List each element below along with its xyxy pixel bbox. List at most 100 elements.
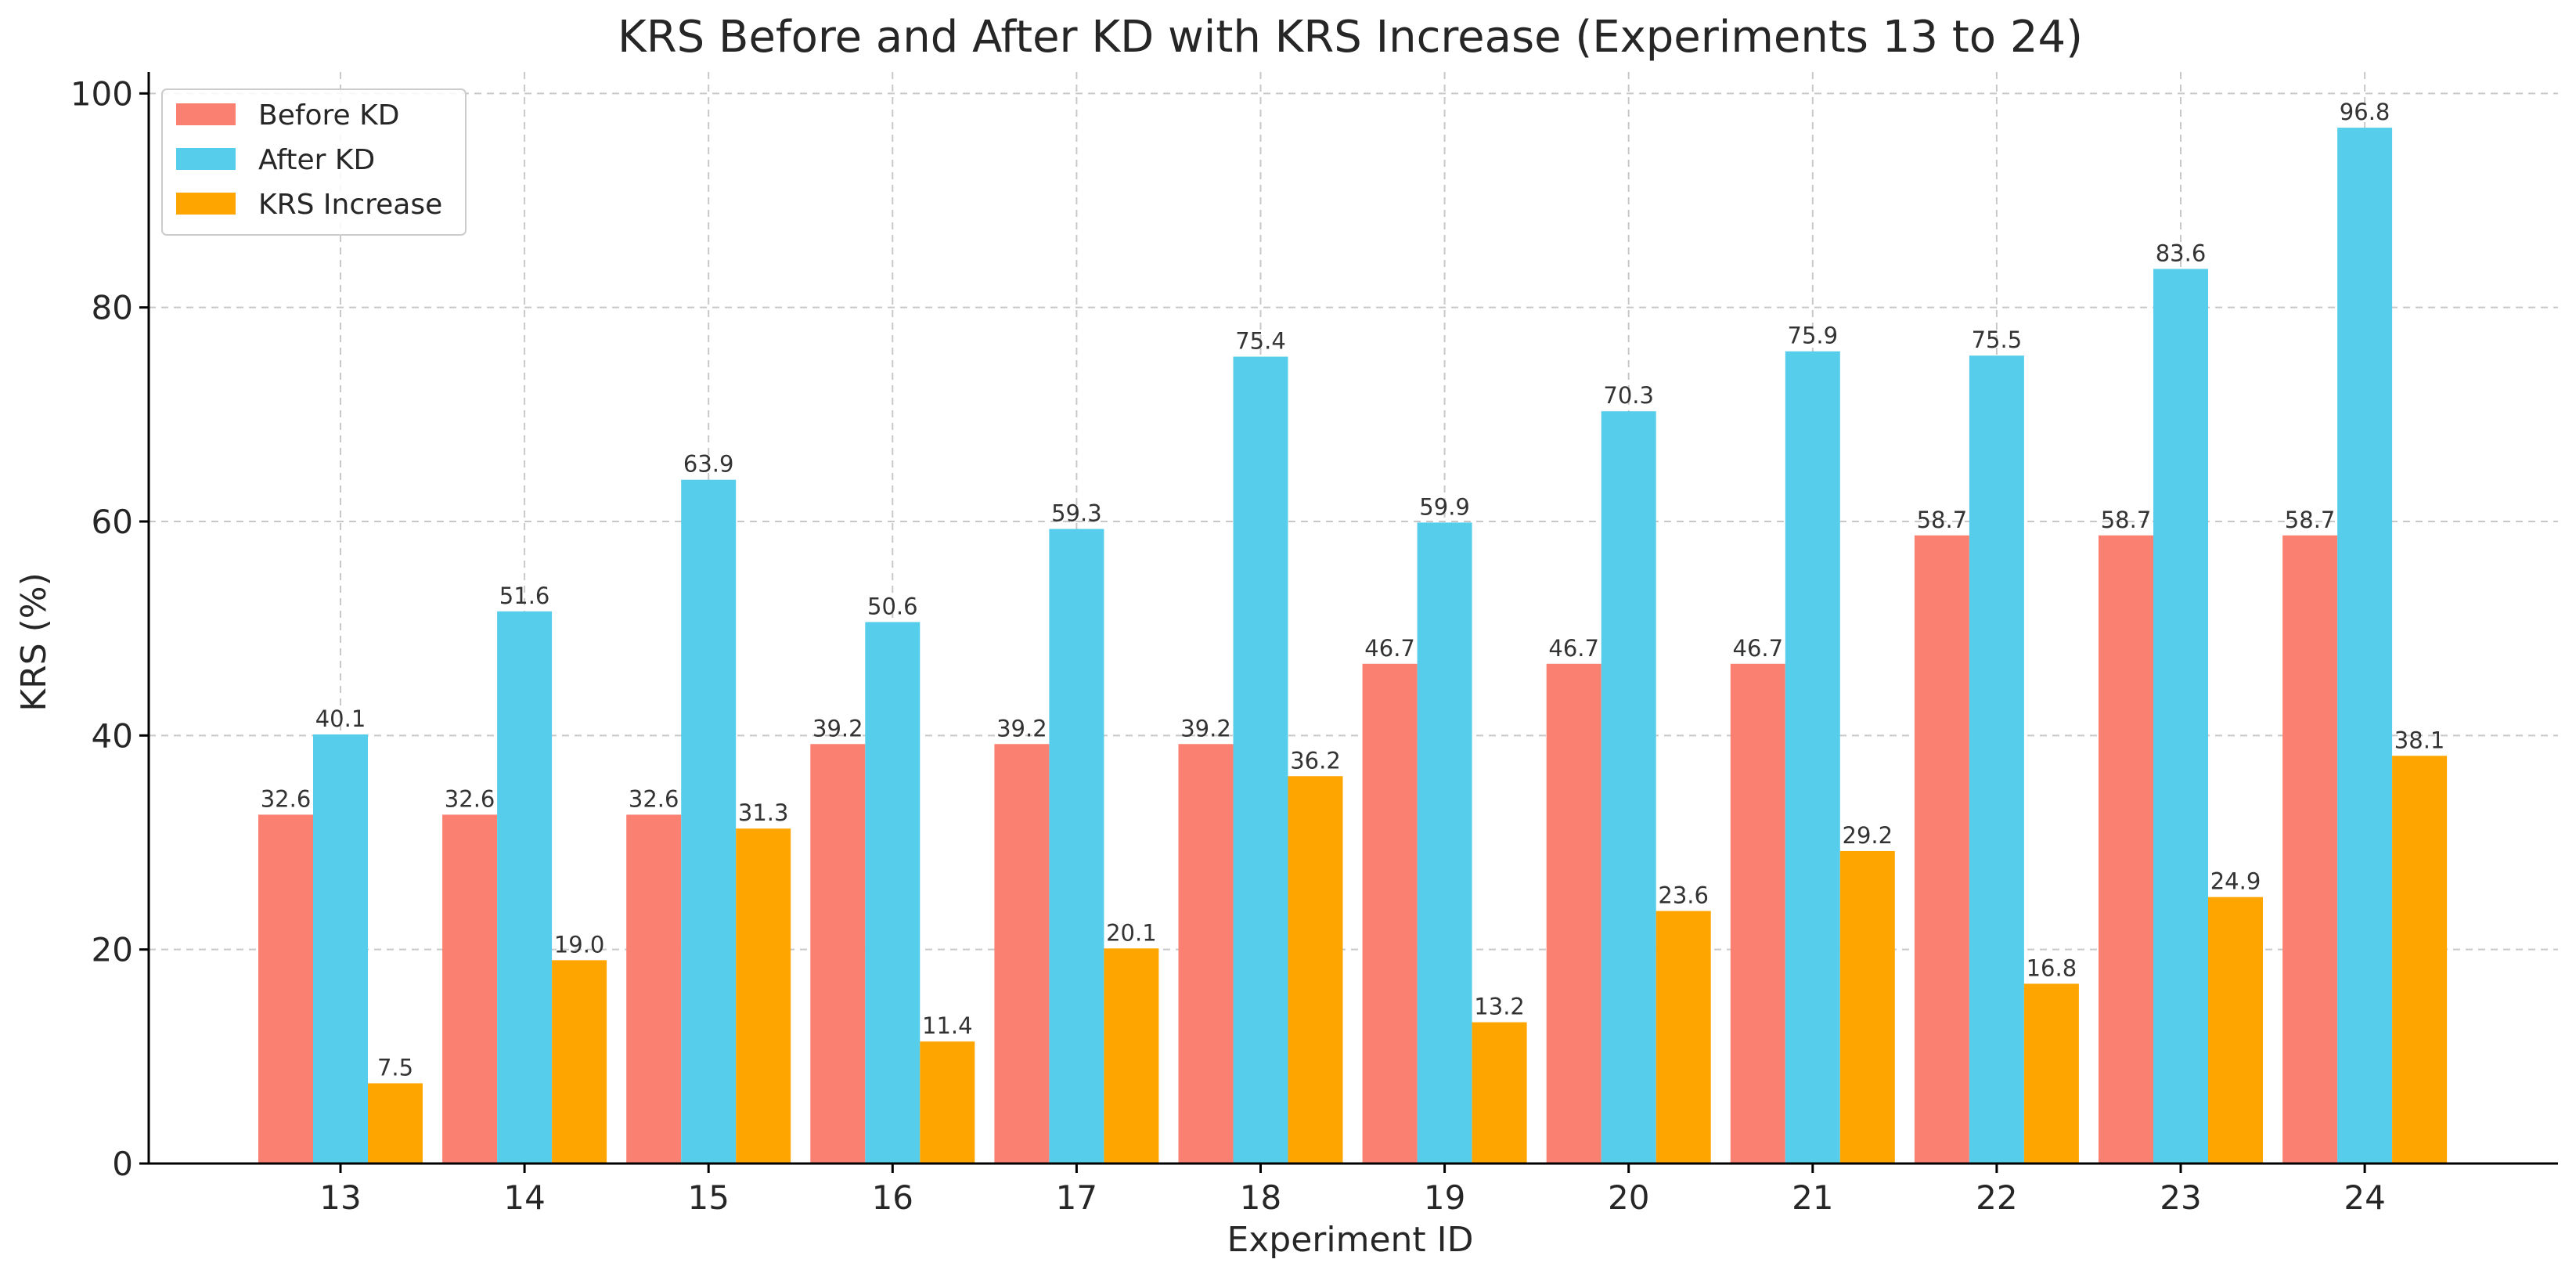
data-label-krs-increase: 19.0 xyxy=(554,931,605,958)
y-tick-label: 40 xyxy=(92,716,133,755)
data-label-krs-increase: 11.4 xyxy=(922,1012,973,1039)
bar-after-kd xyxy=(497,611,553,1164)
data-label-after-kd: 63.9 xyxy=(683,451,734,478)
data-label-before-kd: 58.7 xyxy=(2101,507,2152,533)
data-label-before-kd: 39.2 xyxy=(996,715,1047,741)
bar-after-kd xyxy=(1233,356,1288,1164)
data-label-after-kd: 59.3 xyxy=(1051,500,1102,527)
bar-krs-increase xyxy=(1839,850,1895,1164)
data-label-after-kd: 40.1 xyxy=(315,705,366,732)
x-tick-label: 16 xyxy=(872,1178,913,1217)
bar-before-kd xyxy=(2099,535,2153,1164)
x-tick-label: 18 xyxy=(1240,1178,1281,1217)
data-label-before-kd: 32.6 xyxy=(629,785,679,812)
legend-items: Before KD After KD KRS Increase xyxy=(176,99,442,221)
y-axis-label: KRS (%) xyxy=(14,572,54,711)
data-label-before-kd: 39.2 xyxy=(1180,715,1231,741)
bar-before-kd xyxy=(1914,535,1969,1164)
bar-after-kd xyxy=(313,734,368,1164)
data-label-after-kd: 50.6 xyxy=(867,593,918,619)
data-label-before-kd: 46.7 xyxy=(1733,635,1784,662)
tick-labels: 0 20 40 60 80 100 13 14 15 16 17 18 19 20 21 22 23 24 xyxy=(70,74,2386,1217)
legend-label-krs-increase: KRS Increase xyxy=(258,189,442,221)
bar-before-kd xyxy=(626,814,682,1164)
bar-before-kd xyxy=(258,814,313,1164)
bar-after-kd xyxy=(1601,411,1656,1164)
x-tick-label: 24 xyxy=(2344,1178,2385,1217)
y-tick-label: 0 xyxy=(112,1145,133,1183)
bar-krs-increase xyxy=(1104,948,1159,1164)
bar-after-kd xyxy=(2153,269,2208,1164)
x-axis-label: Experiment ID xyxy=(1227,1220,1473,1260)
data-label-before-kd: 32.6 xyxy=(261,785,312,812)
bar-after-kd xyxy=(1969,355,2024,1164)
bar-krs-increase xyxy=(1288,776,1343,1164)
bar-after-kd xyxy=(2337,128,2393,1164)
bar-after-kd xyxy=(1785,351,1840,1164)
bar-krs-increase xyxy=(368,1083,423,1164)
y-tick-label: 100 xyxy=(70,74,133,113)
data-label-krs-increase: 29.2 xyxy=(1843,822,1893,849)
x-tick-label: 19 xyxy=(1424,1178,1465,1217)
legend-swatch-after-kd xyxy=(176,148,236,170)
bar-krs-increase xyxy=(2392,756,2448,1164)
data-label-krs-increase: 31.3 xyxy=(738,799,789,826)
data-label-after-kd: 75.4 xyxy=(1235,328,1286,355)
data-label-before-kd: 58.7 xyxy=(1917,507,1968,533)
y-tick-label: 60 xyxy=(92,503,133,541)
bar-krs-increase xyxy=(2208,897,2263,1164)
axes xyxy=(139,72,2558,1173)
data-label-after-kd: 70.3 xyxy=(1603,382,1654,409)
legend-label-before-kd: Before KD xyxy=(258,99,399,132)
y-tick-label: 80 xyxy=(92,289,133,327)
x-tick-label: 14 xyxy=(503,1178,545,1217)
data-label-before-kd: 46.7 xyxy=(1364,635,1415,662)
y-tick-label: 20 xyxy=(92,931,133,969)
data-label-after-kd: 96.8 xyxy=(2340,99,2390,125)
x-tick-label: 23 xyxy=(2160,1178,2201,1217)
legend-frame xyxy=(161,88,467,236)
x-tick-label: 22 xyxy=(1976,1178,2017,1217)
bar-after-kd xyxy=(1417,522,1472,1164)
data-label-krs-increase: 23.6 xyxy=(1658,882,1709,908)
data-label-after-kd: 51.6 xyxy=(499,583,550,609)
legend-swatch-before-kd xyxy=(176,103,236,125)
bar-before-kd xyxy=(1546,663,1601,1164)
bar-before-kd xyxy=(2282,535,2338,1164)
data-label-krs-increase: 38.1 xyxy=(2394,727,2445,753)
data-label-after-kd: 83.6 xyxy=(2156,240,2207,266)
data-label-before-kd: 39.2 xyxy=(812,715,863,741)
bar-after-kd xyxy=(865,622,921,1164)
bar-krs-increase xyxy=(920,1041,975,1164)
bar-krs-increase xyxy=(552,960,607,1164)
x-tick-label: 21 xyxy=(1792,1178,1833,1217)
legend: Before KD After KD KRS Increase xyxy=(161,88,467,236)
bar-krs-increase xyxy=(2023,983,2079,1164)
bar-before-kd xyxy=(994,744,1050,1164)
bar-before-kd xyxy=(442,814,498,1164)
bar-before-kd xyxy=(1178,744,1234,1164)
x-tick-label: 17 xyxy=(1056,1178,1097,1217)
bar-before-kd xyxy=(1730,663,1785,1164)
data-labels: 32.6 32.6 32.6 39.2 39.2 39.2 46.7 46.7 46.7 58.7… xyxy=(261,99,2445,1081)
data-label-before-kd: 32.6 xyxy=(445,785,495,812)
x-tick-label: 20 xyxy=(1608,1178,1649,1217)
bar-before-kd xyxy=(810,744,866,1164)
data-label-krs-increase: 20.1 xyxy=(1106,919,1157,946)
bar-krs-increase xyxy=(1655,911,1711,1164)
data-label-before-kd: 58.7 xyxy=(2285,507,2336,533)
x-tick-label: 15 xyxy=(687,1178,729,1217)
bar-after-kd xyxy=(681,479,737,1164)
legend-label-after-kd: After KD xyxy=(258,144,375,176)
data-label-after-kd: 59.9 xyxy=(1419,493,1470,520)
data-label-krs-increase: 13.2 xyxy=(1474,994,1525,1020)
bar-krs-increase xyxy=(736,828,791,1164)
x-tick-label: 13 xyxy=(319,1178,361,1217)
data-label-after-kd: 75.9 xyxy=(1788,323,1839,349)
data-label-krs-increase: 24.9 xyxy=(2210,868,2261,895)
legend-swatch-krs-increase xyxy=(176,193,236,215)
data-label-after-kd: 75.5 xyxy=(1972,327,2023,353)
bar-before-kd xyxy=(1362,663,1418,1164)
